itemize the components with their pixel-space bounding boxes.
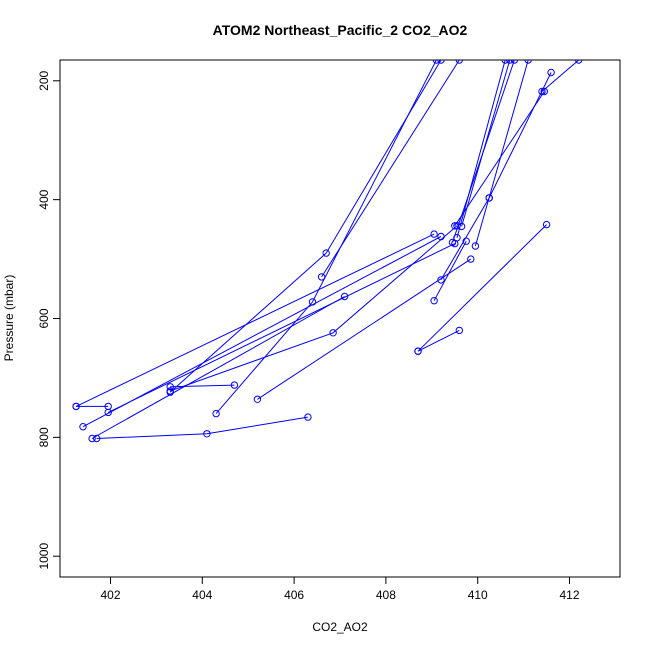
data-point <box>166 387 174 395</box>
data-point <box>329 329 337 337</box>
series-line <box>107 243 456 413</box>
x-axis: 402 404 406 408 410 412 <box>100 577 580 602</box>
y-tick-label: 600 <box>37 308 51 328</box>
y-tick-label: 1000 <box>37 543 51 570</box>
data-point <box>340 292 349 301</box>
data-point <box>166 383 174 391</box>
series-line <box>440 197 490 281</box>
series-layer <box>72 60 583 443</box>
series-line <box>417 329 460 352</box>
data-point <box>538 87 546 96</box>
series-line <box>75 233 435 407</box>
data-point <box>455 60 463 64</box>
data-point <box>308 298 317 306</box>
data-point <box>253 395 262 403</box>
data-point <box>203 430 211 438</box>
data-point <box>547 68 555 77</box>
series-line <box>456 60 506 238</box>
data-point <box>510 60 519 64</box>
data-point <box>317 273 326 281</box>
data-point <box>453 234 461 242</box>
data-point <box>93 434 101 443</box>
data-point <box>430 230 438 238</box>
data-point <box>448 238 457 247</box>
x-tick-label: 404 <box>192 588 212 602</box>
data-point <box>575 60 583 64</box>
data-point <box>524 60 532 64</box>
data-point <box>212 409 220 418</box>
series-line <box>417 224 547 352</box>
data-point <box>542 220 551 229</box>
y-tick-label: 200 <box>37 70 51 90</box>
series-line <box>170 225 458 392</box>
series-line <box>433 240 467 301</box>
y-axis: 200 400 600 800 1000 <box>37 70 60 570</box>
chart-title: ATOM2 Northeast_Pacific_2 CO2_AO2 <box>213 22 468 38</box>
series-line <box>461 60 511 227</box>
data-point <box>501 60 509 64</box>
data-point <box>471 242 480 250</box>
x-tick-label: 408 <box>376 588 396 602</box>
y-tick-label: 800 <box>37 427 51 447</box>
series-line <box>454 91 545 227</box>
data-point <box>88 434 96 443</box>
data-point <box>104 408 112 417</box>
y-tick-label: 400 <box>37 189 51 209</box>
data-point <box>467 255 475 263</box>
data-point <box>72 402 80 411</box>
data-point <box>506 60 514 64</box>
data-point <box>430 297 438 305</box>
y-axis-label: Pressure (mbar) <box>2 275 16 362</box>
series-line <box>169 60 442 393</box>
series-line <box>170 384 235 388</box>
data-point <box>451 222 459 230</box>
data-point <box>322 249 330 257</box>
series-line <box>96 416 308 439</box>
data-point <box>304 413 312 421</box>
data-point <box>414 347 422 355</box>
x-tick-label: 410 <box>468 588 488 602</box>
series-line <box>91 296 345 439</box>
data-point <box>485 194 493 202</box>
x-tick-label: 402 <box>100 588 120 602</box>
series-line <box>488 72 552 199</box>
x-tick-label: 412 <box>559 588 579 602</box>
data-point <box>540 87 548 96</box>
data-point <box>437 60 445 64</box>
series-line <box>474 60 529 247</box>
data-point <box>455 326 463 335</box>
series-line <box>82 236 442 428</box>
data-point <box>79 423 87 431</box>
data-point <box>432 60 441 64</box>
data-point <box>230 381 239 389</box>
x-tick-label: 406 <box>284 588 304 602</box>
series-line <box>321 60 460 278</box>
series-line <box>215 60 437 414</box>
series-line <box>257 258 472 400</box>
data-point <box>437 276 445 284</box>
x-axis-label: CO2_AO2 <box>312 620 368 634</box>
series-line <box>541 60 580 92</box>
